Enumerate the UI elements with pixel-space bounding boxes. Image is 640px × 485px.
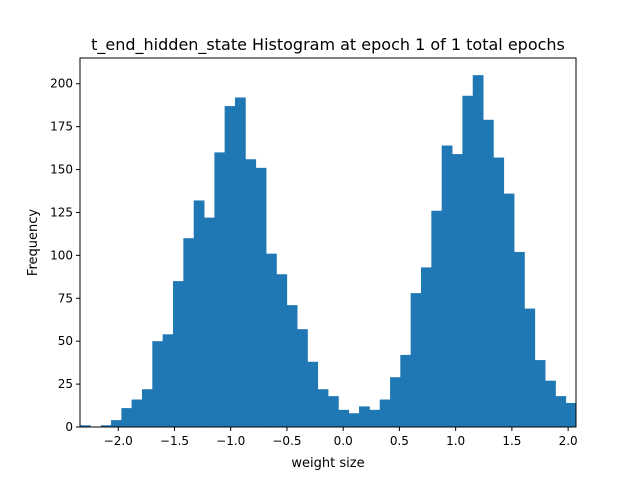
x-tick-label-1: −1.5: [160, 434, 189, 448]
x-tick-label-5: 0.5: [390, 434, 409, 448]
y-tick-label-3: 75: [58, 291, 73, 305]
histogram-bar-20: [286, 305, 298, 427]
histogram-bar-2: [100, 425, 112, 427]
histogram-bar-10: [183, 238, 195, 427]
x-axis-ticks: −2.0 −1.5 −1.0 −0.5 0.0 0.5 1.0 1.5 2.0: [104, 427, 578, 448]
histogram-bar-43: [524, 308, 536, 427]
histogram-bar-11: [193, 200, 205, 427]
y-tick-label-0: 0: [65, 420, 73, 434]
histogram-bar-7: [152, 341, 164, 427]
x-tick-label-7: 1.5: [502, 434, 521, 448]
y-tick-label-1: 25: [58, 377, 73, 391]
y-tick-label-6: 150: [50, 163, 73, 177]
histogram-bar-40: [493, 157, 505, 428]
histogram-bar-36: [452, 154, 463, 428]
histogram-bar-16: [245, 159, 257, 427]
x-tick-label-6: 1.0: [446, 434, 465, 448]
histogram-bar-17: [255, 167, 267, 427]
histogram-bar-38: [472, 75, 484, 427]
histogram-bar-45: [545, 380, 556, 427]
histogram-bar-41: [503, 193, 515, 427]
histogram-bar-19: [276, 274, 288, 427]
histogram-bar-21: [297, 329, 308, 427]
histogram-bar-4: [121, 408, 133, 427]
histogram-bar-5: [131, 399, 143, 427]
histogram-bar-33: [421, 267, 432, 427]
histogram-bar-42: [514, 251, 525, 427]
y-tick-label-2: 50: [58, 334, 73, 348]
y-tick-label-4: 100: [50, 248, 73, 262]
histogram-bar-32: [410, 293, 422, 427]
histogram-bar-34: [431, 210, 443, 427]
histogram-bar-37: [462, 95, 474, 427]
histogram-bar-29: [379, 399, 391, 427]
histogram-bar-13: [214, 152, 226, 427]
histogram-bar-31: [400, 354, 412, 427]
histogram-bar-8: [162, 334, 174, 427]
histogram-bar-18: [266, 253, 277, 427]
chart-title: t_end_hidden_state Histogram at epoch 1 …: [91, 35, 565, 55]
histogram-bar-9: [173, 281, 184, 427]
histogram-bar-22: [307, 361, 319, 427]
histogram-bar-15: [234, 97, 246, 427]
x-tick-label-2: −1.0: [216, 434, 245, 448]
x-tick-label-8: 2.0: [559, 434, 578, 448]
histogram-bar-23: [317, 389, 329, 427]
histogram-bar-27: [359, 406, 370, 427]
y-axis-ticks: 0 25 50 75 100 125 150 175 200: [50, 77, 80, 434]
histogram-bar-25: [338, 409, 350, 427]
x-tick-label-4: 0.0: [334, 434, 353, 448]
histogram-bar-6: [141, 389, 153, 427]
x-axis-label: weight size: [291, 456, 364, 471]
x-tick-label-3: −0.5: [272, 434, 301, 448]
histogram-bar-3: [111, 420, 122, 427]
histogram-bar-0: [80, 425, 91, 427]
plot-frame: [79, 57, 577, 428]
histogram-bar-46: [555, 396, 567, 427]
y-axis-label: Frequency: [26, 209, 41, 276]
histogram-bar-35: [441, 145, 453, 427]
histogram-bar-24: [328, 396, 339, 427]
histogram-bar-47: [565, 402, 577, 427]
histogram-bars: [80, 75, 577, 428]
histogram-bar-12: [204, 217, 215, 427]
histogram-bar-26: [348, 413, 360, 427]
histogram-bar-44: [534, 360, 546, 427]
x-tick-label-0: −2.0: [104, 434, 133, 448]
y-tick-label-7: 175: [50, 120, 73, 134]
y-tick-label-8: 200: [50, 77, 73, 91]
y-tick-label-5: 125: [50, 205, 73, 219]
histogram-bar-14: [224, 106, 236, 427]
histogram-bar-30: [390, 377, 401, 427]
histogram-bar-39: [483, 119, 494, 427]
histogram-bar-28: [369, 409, 381, 427]
